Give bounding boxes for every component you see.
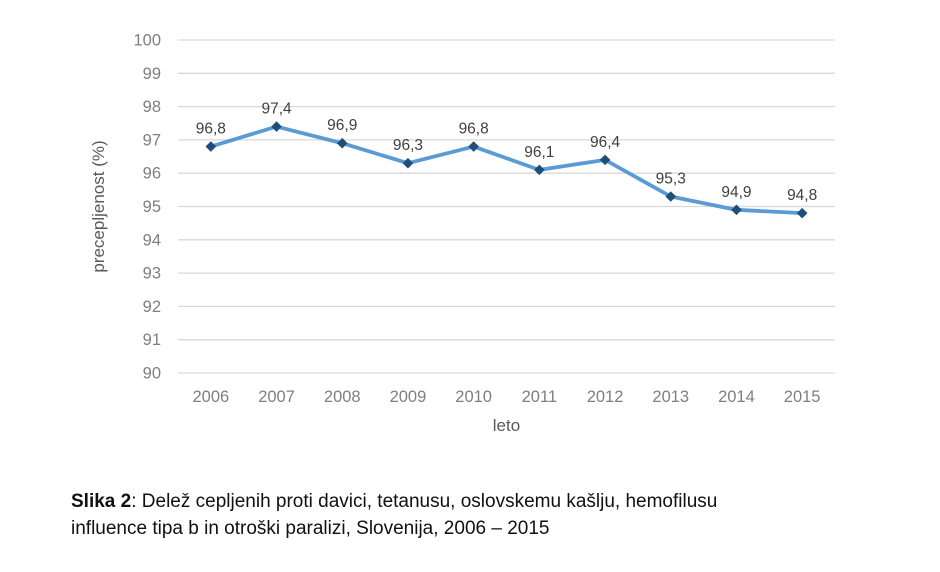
series-line <box>208 124 805 216</box>
y-tick-label: 94 <box>143 231 161 249</box>
data-point-marker <box>534 164 545 176</box>
vaccination-coverage-line-chart: 90 91 92 93 94 95 96 97 98 99 100 2006 2007 2008 2009 2… <box>89 32 835 435</box>
data-point-label: 96,1 <box>524 144 554 161</box>
data-point-label: 95,3 <box>656 171 686 188</box>
figure-caption: Slika 2: Delež cepljenih proti davici, t… <box>71 488 916 542</box>
data-point-marker <box>336 137 348 149</box>
y-tick-label: 97 <box>143 131 161 149</box>
y-tick-label: 99 <box>143 65 161 83</box>
x-tick-label: 2007 <box>258 388 295 406</box>
x-tick-label: 2013 <box>652 388 689 406</box>
y-axis-title: precepljenost (%) <box>89 140 108 272</box>
x-axis-title: leto <box>493 416 520 435</box>
data-point-label: 97,4 <box>261 101 292 118</box>
y-tick-label: 100 <box>133 32 161 50</box>
caption-label: Slika 2 <box>71 491 132 512</box>
caption-text-line-2: influence tipa b in otroški paralizi, Sl… <box>71 518 550 539</box>
data-point-marker <box>796 207 808 219</box>
data-point-label: 96,8 <box>196 121 226 138</box>
x-tick-label: 2006 <box>192 388 229 406</box>
x-tick-label: 2008 <box>324 388 361 406</box>
data-point-label: 94,9 <box>721 184 751 201</box>
y-tick-label: 96 <box>143 165 161 183</box>
x-tick-label: 2009 <box>390 388 427 406</box>
data-point-marker <box>271 121 282 132</box>
data-point-marker <box>468 141 479 152</box>
data-point-marker <box>402 157 414 169</box>
y-tick-label: 90 <box>143 365 161 383</box>
y-tick-label: 98 <box>143 98 161 116</box>
x-tick-label: 2010 <box>455 388 492 406</box>
data-point-marker <box>205 141 217 152</box>
data-point-marker <box>599 154 611 166</box>
data-point-label: 96,8 <box>459 121 489 138</box>
caption-separator: : <box>131 491 142 512</box>
caption-text-line-1: Delež cepljenih proti davici, tetanusu, … <box>141 491 718 512</box>
y-tick-label: 91 <box>143 331 161 349</box>
x-tick-label: 2011 <box>522 388 557 406</box>
x-tick-label: 2015 <box>784 388 821 406</box>
data-point-label: 96,4 <box>590 134 621 151</box>
data-point-label: 96,3 <box>393 137 423 154</box>
chart-area: 90 91 92 93 94 95 96 97 98 99 100 2006 2007 2008 2009 2… <box>89 32 835 435</box>
x-tick-label: 2012 <box>587 388 624 406</box>
y-tick-label: 93 <box>143 265 161 283</box>
data-point-marker <box>731 204 742 216</box>
data-point-marker <box>665 191 677 202</box>
y-tick-label: 92 <box>143 298 161 316</box>
data-point-label: 96,9 <box>327 117 357 134</box>
data-point-label: 94,8 <box>787 187 817 204</box>
x-tick-label: 2014 <box>718 388 755 406</box>
y-tick-label: 95 <box>143 198 161 216</box>
